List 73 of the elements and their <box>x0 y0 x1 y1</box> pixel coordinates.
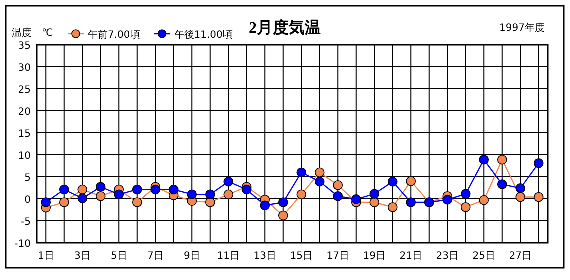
x-tick-label: 1日 <box>38 251 54 262</box>
y-tick-label: 25 <box>18 85 31 96</box>
point <box>242 184 252 195</box>
point <box>497 180 508 190</box>
point <box>59 198 70 208</box>
point <box>314 176 325 187</box>
point <box>333 191 344 202</box>
x-tick-label: 9日 <box>184 251 200 262</box>
point <box>388 176 398 187</box>
point <box>460 189 471 200</box>
x-tick-label: 13日 <box>254 251 276 262</box>
point <box>479 195 490 206</box>
y-tick-label: -5 <box>21 217 31 228</box>
point <box>41 198 52 208</box>
point <box>296 190 307 200</box>
x-tick-label: 3日 <box>74 251 91 262</box>
y-tick-label: 5 <box>24 173 31 184</box>
point <box>534 192 544 202</box>
point <box>278 198 288 208</box>
point <box>296 168 307 178</box>
point <box>187 190 198 200</box>
point <box>314 168 325 178</box>
point <box>516 192 526 202</box>
point <box>406 176 416 186</box>
y-tick-label: 10 <box>18 151 31 162</box>
legend-label: 午前7.00頃 <box>88 29 140 41</box>
x-tick-label: 27日 <box>509 251 532 262</box>
point <box>479 154 490 165</box>
legend-label: 午後11.00頃 <box>174 29 233 41</box>
point <box>442 194 453 205</box>
point <box>278 210 288 221</box>
point <box>78 194 88 204</box>
x-tick-label: 15日 <box>290 251 313 262</box>
y-tick-label: -10 <box>14 239 31 250</box>
point <box>78 184 88 195</box>
point <box>96 182 106 192</box>
x-tick-label: 17日 <box>326 251 350 262</box>
point <box>96 191 106 202</box>
x-tick-label: 5日 <box>110 251 128 262</box>
point <box>388 202 398 212</box>
point <box>132 184 142 195</box>
point <box>150 184 161 195</box>
point <box>497 154 508 165</box>
x-tick-label: 23日 <box>436 251 459 262</box>
text: 1997年度 <box>500 22 545 34</box>
x-tick-label: 19日 <box>363 251 386 262</box>
y-tick-label: 15 <box>18 129 31 140</box>
point <box>333 180 344 190</box>
point <box>260 200 270 210</box>
point <box>224 176 234 187</box>
x-tick-label: 7日 <box>147 251 164 262</box>
point <box>406 198 416 208</box>
point <box>205 190 216 200</box>
point <box>351 194 362 204</box>
point <box>114 190 124 200</box>
chart-title: 2月度気温 <box>249 18 321 37</box>
x-tick-label: 25日 <box>472 251 496 262</box>
y-tick-label: 35 <box>18 41 31 52</box>
point <box>370 189 380 200</box>
point <box>516 184 526 194</box>
y-tick-label: 20 <box>18 107 31 118</box>
y-tick-label: 30 <box>18 63 31 74</box>
point <box>460 202 471 212</box>
point <box>132 198 142 208</box>
x-tick-label: 21日 <box>400 251 422 262</box>
point <box>370 198 380 208</box>
point <box>59 184 70 195</box>
y-tick-label: 0 <box>24 195 31 206</box>
point <box>534 158 544 168</box>
x-tick-label: 11日 <box>217 251 240 262</box>
point <box>168 184 179 195</box>
y-axis-title: 温度 ℃ <box>12 27 54 39</box>
point <box>224 190 234 200</box>
